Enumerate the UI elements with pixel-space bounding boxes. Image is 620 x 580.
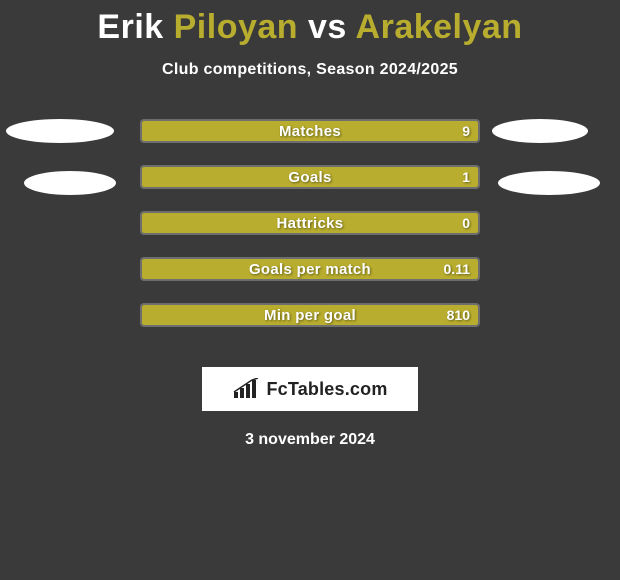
stat-row: Min per goal810 [140,303,480,327]
bars-icon [232,378,260,400]
vs-word: vs [308,8,347,46]
stat-label: Goals [142,167,478,187]
stat-label: Min per goal [142,305,478,325]
logo-box: FcTables.com [202,367,418,411]
stat-row: Goals per match0.11 [140,257,480,281]
stat-label: Goals per match [142,259,478,279]
stat-label: Matches [142,121,478,141]
player1-first: Erik [97,8,163,46]
page-title: Erik Piloyan vs Arakelyan [0,0,620,47]
subtitle: Club competitions, Season 2024/2025 [0,61,620,79]
player1-last: Piloyan [174,8,298,46]
stat-label: Hattricks [142,213,478,233]
decor-ellipse [6,119,114,143]
stats-chart: Matches9Goals1Hattricks0Goals per match0… [0,119,620,349]
stat-value: 0.11 [444,259,470,279]
stat-row: Hattricks0 [140,211,480,235]
decor-ellipse [492,119,588,143]
stat-row: Goals1 [140,165,480,189]
logo-text: FcTables.com [266,379,387,400]
stat-value: 1 [462,167,470,187]
stat-row: Matches9 [140,119,480,143]
player2-name: Arakelyan [356,8,523,46]
decor-ellipse [24,171,116,195]
decor-ellipse [498,171,600,195]
stat-value: 9 [462,121,470,141]
stat-value: 0 [462,213,470,233]
date-text: 3 november 2024 [0,431,620,449]
stat-value: 810 [447,305,470,325]
